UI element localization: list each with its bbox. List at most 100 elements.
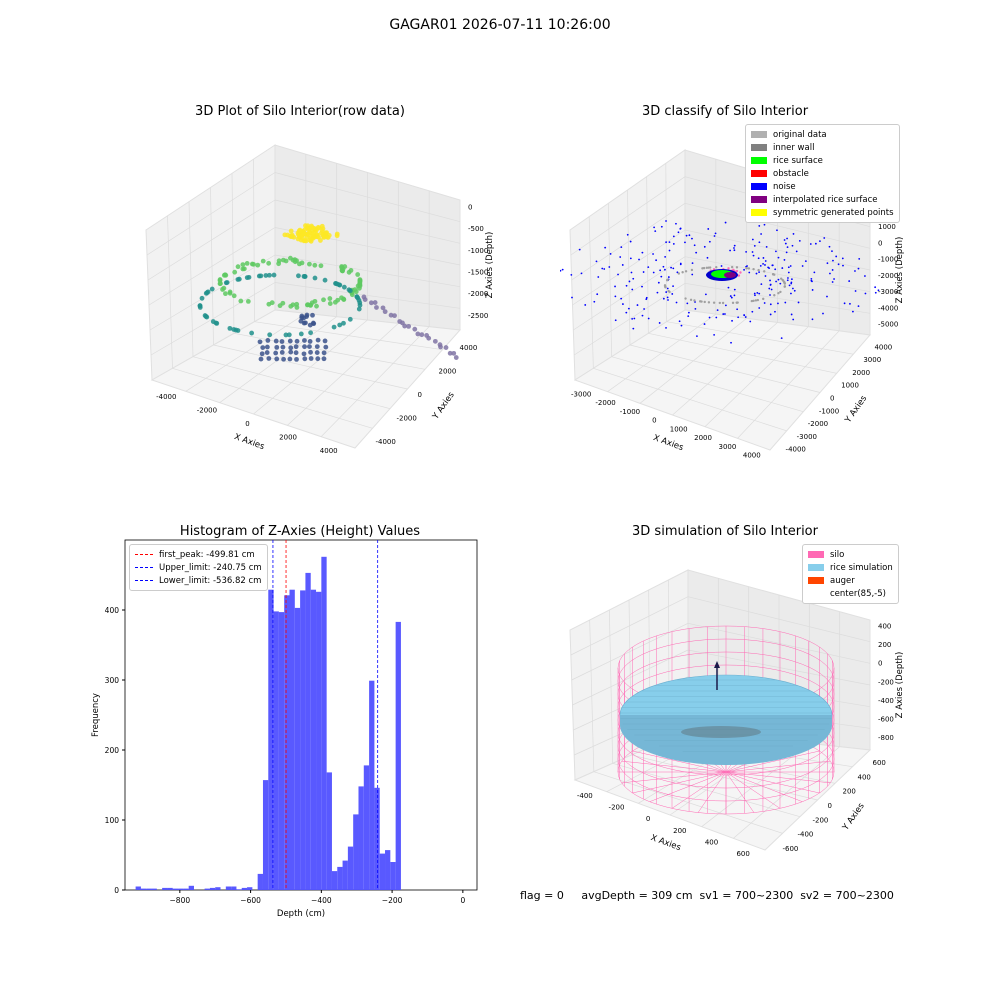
- panel2-point: [854, 270, 856, 272]
- panel2-point: [789, 265, 792, 267]
- legend-line-swatch: [135, 567, 153, 568]
- panel2-point: [668, 241, 671, 244]
- panel2-point: [638, 258, 640, 261]
- panel2-point: [684, 297, 687, 300]
- panel2-point: [842, 264, 844, 267]
- panel2-point: [857, 305, 860, 308]
- panel2-point: [681, 271, 684, 274]
- panel3-histogram-bar: [273, 611, 279, 890]
- panel2-point: [676, 271, 679, 274]
- panel1-point: [307, 339, 313, 344]
- legend-line-swatch: [135, 580, 153, 581]
- panel2-point: [690, 268, 694, 272]
- panel2-point: [693, 244, 696, 247]
- panel1-point: [287, 255, 293, 261]
- panel1-point: [447, 350, 453, 356]
- panel3-histogram-bar: [342, 860, 348, 890]
- panel2-x-tick-label: 2000: [694, 434, 712, 442]
- panel3-histogram-bar: [305, 572, 311, 890]
- panel2-point: [698, 300, 702, 303]
- panel2-point: [769, 303, 772, 306]
- panel1-point: [264, 350, 270, 355]
- panel1-point: [282, 232, 288, 238]
- panel3-histogram-bar: [369, 680, 375, 890]
- panel1-point: [259, 351, 265, 357]
- panel2-point: [691, 273, 694, 276]
- panel1-point: [266, 260, 272, 266]
- panel1-point: [354, 294, 360, 300]
- panel2-point: [743, 268, 745, 271]
- panel1-point: [281, 356, 286, 362]
- panel2-point: [792, 233, 795, 235]
- panel4-x-axis-label: X Axies: [649, 833, 682, 853]
- panel1-point: [249, 330, 255, 336]
- panel3-histogram-chart: −800 −600 −400 −200 0 0 100 200 300 400 Depth (cm)…: [91, 539, 478, 919]
- panel2-point: [797, 301, 800, 304]
- panel2-point: [779, 290, 782, 294]
- panel1-point: [438, 344, 443, 350]
- panel1-point: [255, 262, 261, 268]
- panel2-point: [749, 320, 752, 323]
- silo-wire: [725, 760, 831, 773]
- panel4-y-axis-label: Y Axies: [840, 801, 867, 833]
- panel2-point: [758, 225, 761, 227]
- panel2-point: [667, 299, 669, 301]
- panel2-point: [627, 307, 630, 310]
- panel1-point: [327, 296, 333, 301]
- panel2-point: [733, 249, 736, 252]
- panel1-point: [453, 355, 459, 360]
- panel2-point: [633, 317, 636, 320]
- panel2-point: [729, 249, 731, 252]
- panel2-point: [721, 301, 725, 305]
- panel1-point: [258, 356, 264, 362]
- legend-line-swatch: [135, 554, 153, 555]
- panel1-point: [432, 338, 438, 344]
- panel1-point: [269, 300, 275, 306]
- panel2-point: [750, 299, 754, 303]
- panel2-legend-entry: rice surface: [751, 154, 894, 167]
- panel3-y-tick-label: 0: [114, 886, 119, 895]
- panel2-point: [729, 295, 732, 297]
- panel2-point: [774, 268, 777, 271]
- panel1-point: [362, 297, 368, 302]
- panel2-point: [854, 290, 857, 292]
- panel1-point: [265, 338, 271, 343]
- panel2-point: [671, 293, 674, 295]
- legend-swatch: [808, 577, 824, 584]
- auger-tip: [714, 661, 720, 668]
- silo-wire: [697, 771, 727, 813]
- panel2-point: [645, 298, 648, 301]
- panel2-point: [693, 299, 696, 302]
- panel1-point: [331, 324, 337, 330]
- panel3-x-tick-label: −400: [311, 896, 332, 905]
- panel1-points: [197, 223, 459, 362]
- panel2-point: [781, 267, 784, 269]
- panel2-point: [829, 272, 831, 275]
- panel1-point: [227, 289, 233, 295]
- panel1-point: [327, 301, 333, 306]
- panel2-point: [784, 242, 787, 245]
- panel2-point: [788, 284, 791, 287]
- panel2-point: [777, 256, 780, 259]
- panel4-y-tick-label: -200: [813, 816, 829, 824]
- panel2-grid-line: [666, 321, 854, 355]
- panel1-point: [294, 338, 300, 344]
- panel4-x-tick-label: 200: [673, 827, 686, 835]
- silo-wire: [725, 771, 820, 794]
- panel1-point: [380, 305, 386, 311]
- panel1-point: [294, 356, 299, 362]
- panel3-histogram-bar: [385, 850, 391, 890]
- panel1-point: [356, 306, 362, 312]
- panel2-point: [826, 262, 829, 265]
- panel2-interpolated-surface: [724, 272, 736, 278]
- panel1-point: [415, 331, 421, 337]
- panel3-histogram-bar: [268, 589, 274, 890]
- panel4-grid-line: [687, 596, 871, 643]
- panel1-point: [392, 313, 397, 319]
- panel1-point: [326, 233, 332, 238]
- panel2-point: [769, 279, 771, 282]
- panel1-point: [245, 299, 251, 304]
- panel1-point: [204, 314, 210, 320]
- panel2-point: [767, 266, 770, 269]
- panel1-point: [273, 338, 279, 344]
